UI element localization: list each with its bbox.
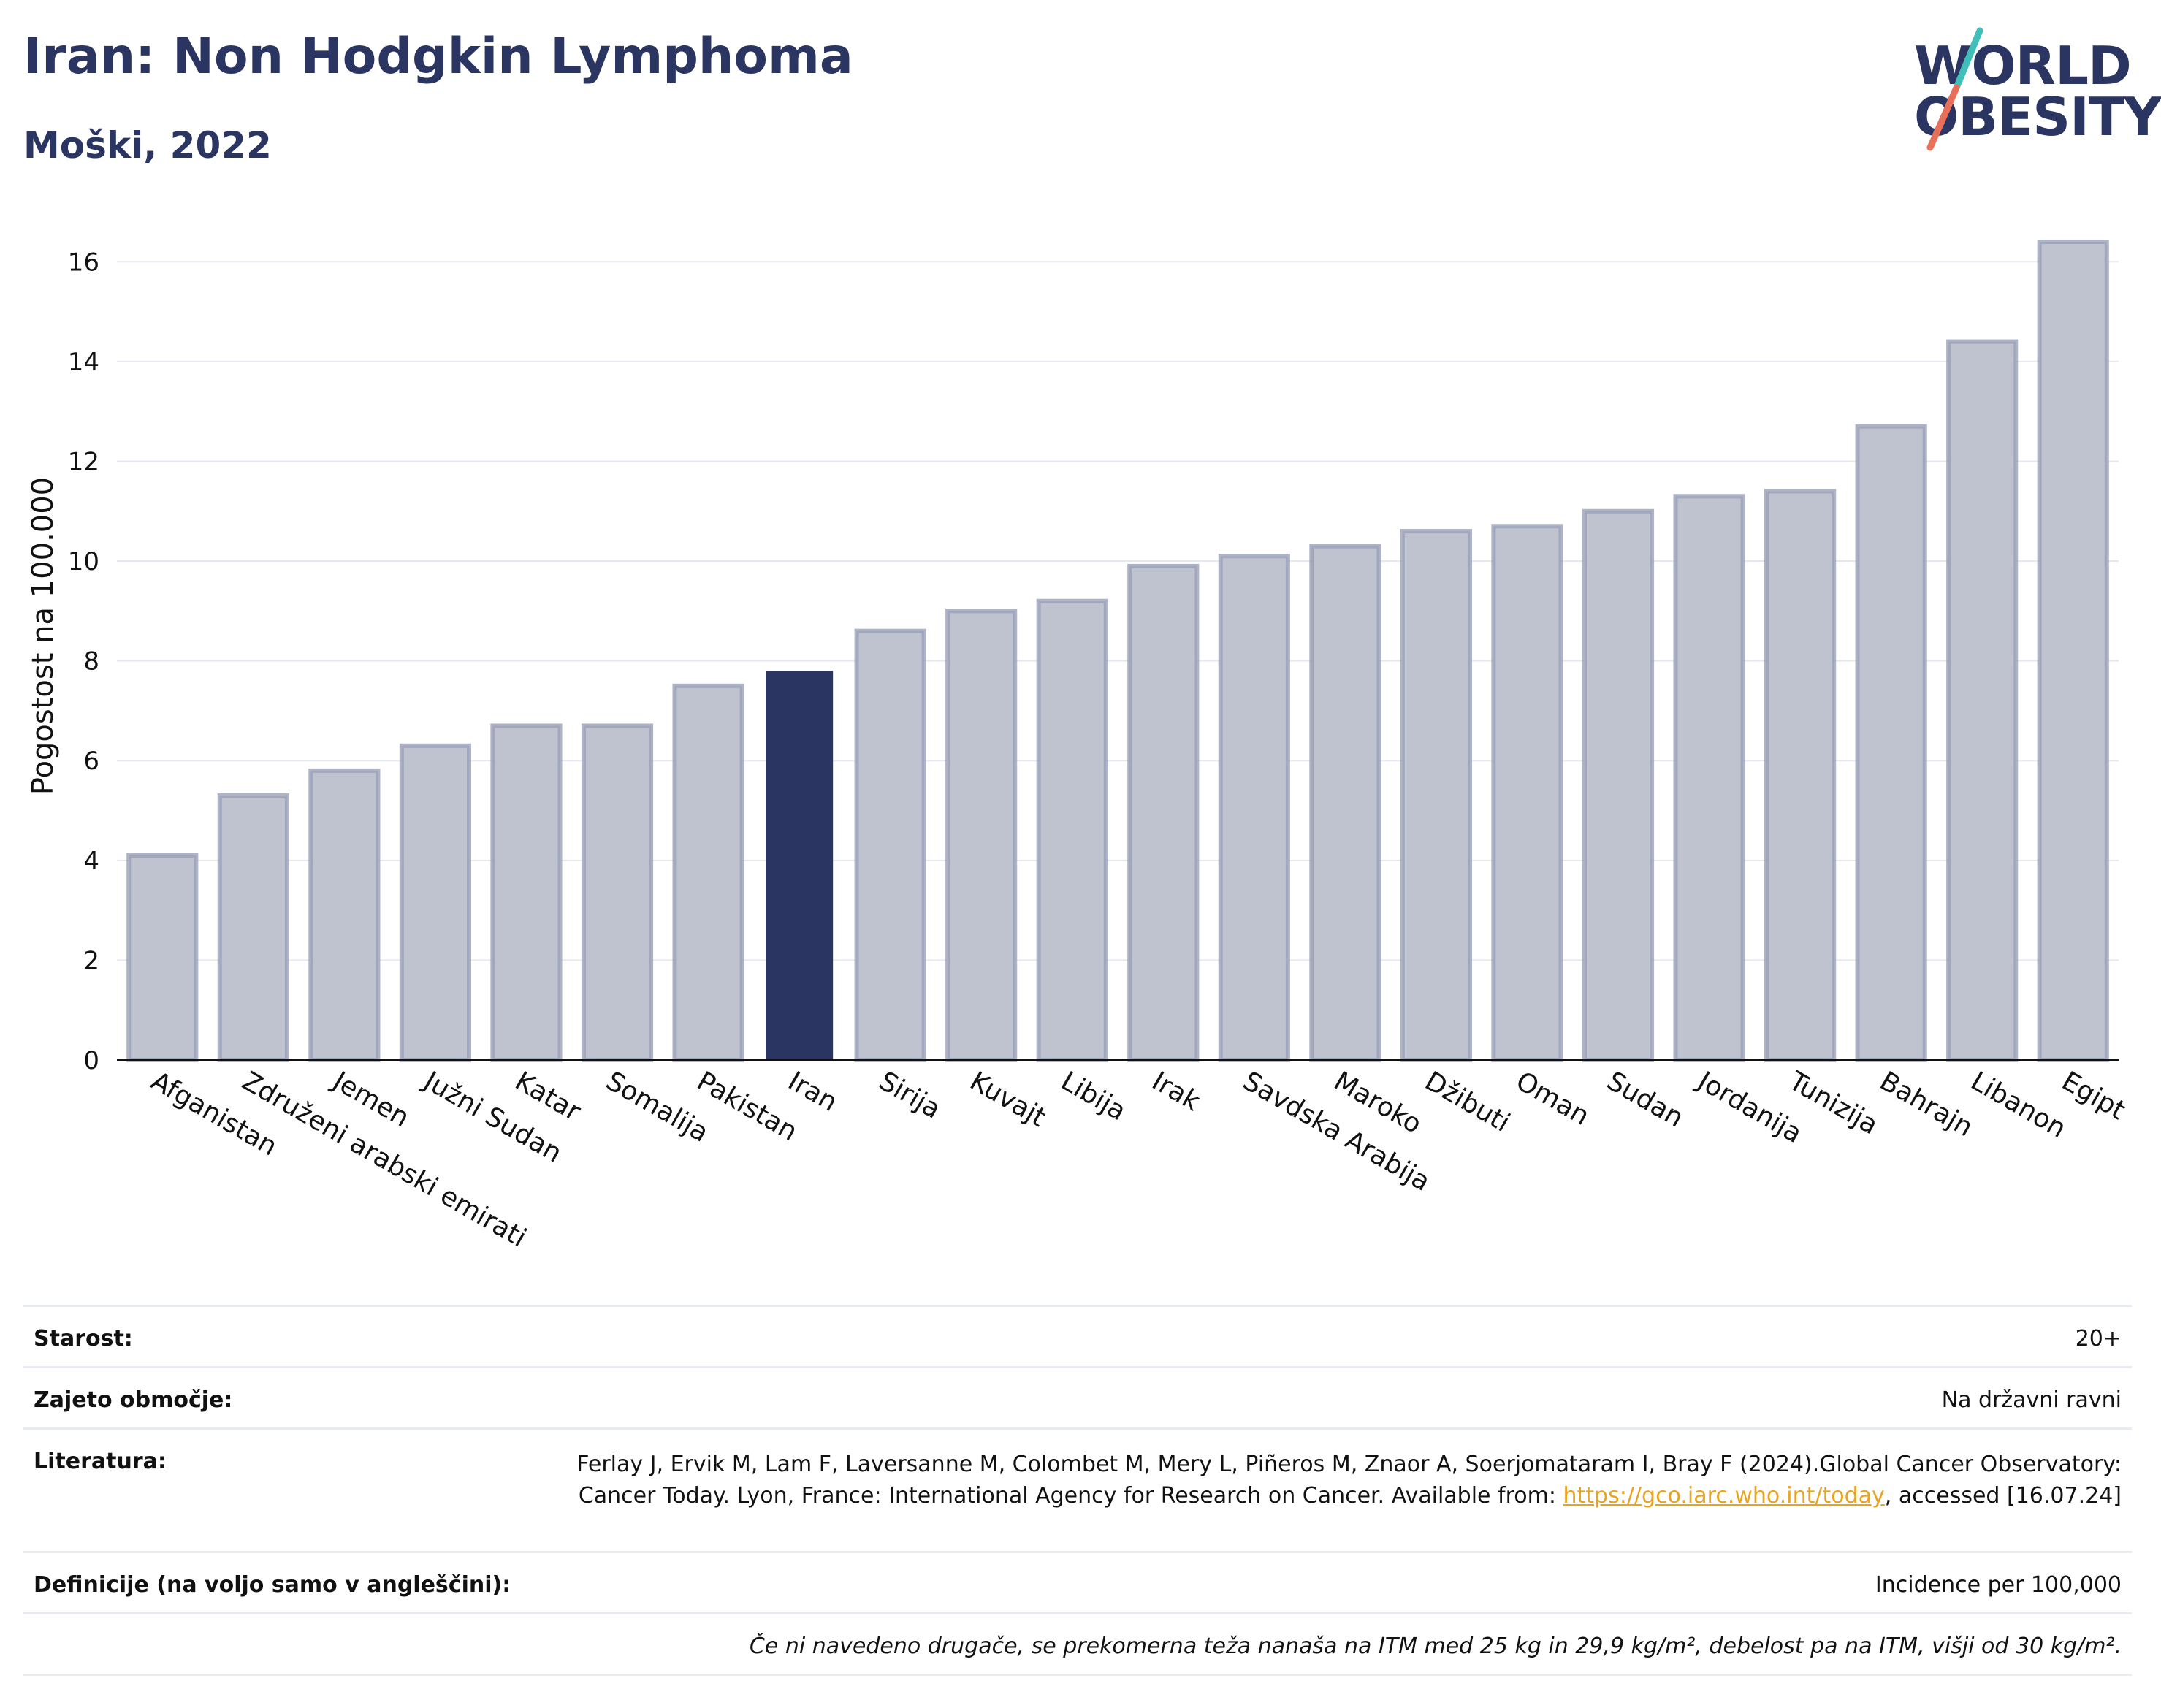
world-obesity-logo: WORLD OBESITY (1870, 22, 2161, 153)
bar (1855, 424, 1927, 1062)
info-row-note: Če ni navedeno drugače, se prekomerna te… (23, 1612, 2132, 1676)
bar (1400, 529, 1472, 1062)
bar (854, 628, 926, 1062)
y-tick-label: 2 (83, 946, 99, 975)
x-tick-label: Libija (1056, 1066, 1131, 1126)
y-tick-label: 14 (68, 348, 99, 377)
bar (1673, 494, 1745, 1062)
bar (766, 671, 834, 1060)
bar (126, 853, 199, 1063)
age-label: Starost: (34, 1326, 133, 1351)
x-tick-label: Iran (783, 1066, 842, 1118)
coverage-value: Na državni ravni (1941, 1387, 2122, 1413)
info-row-definitions: Definicije (na voljo samo v angleščini):… (23, 1551, 2132, 1612)
bar (945, 609, 1018, 1062)
x-tick-label: Bahrajn (1875, 1066, 1978, 1143)
bar (672, 683, 744, 1062)
bar (1036, 598, 1108, 1062)
info-row-literature: Literatura: Ferlay J, Ervik M, Lam F, La… (23, 1427, 2132, 1551)
bar (1218, 554, 1290, 1062)
page-title: Iran: Non Hodgkin Lymphoma (23, 28, 853, 85)
bar (308, 768, 381, 1063)
x-tick-label: Somalija (601, 1066, 714, 1148)
bar (399, 743, 471, 1062)
y-tick-label: 8 (83, 647, 99, 676)
x-tick-label: Oman (1511, 1066, 1594, 1132)
gco-link[interactable]: https://gco.iarc.who.int/today (1563, 1483, 1885, 1509)
x-tick-label: Libanon (1966, 1066, 2071, 1144)
info-table: Starost: 20+ Zajeto območje: Na državni … (23, 1305, 2132, 1676)
literature-text: Ferlay J, Ervik M, Lam F, Laversanne M, … (576, 1452, 2122, 1509)
info-row-age: Starost: 20+ (23, 1305, 2132, 1366)
y-axis-label: Pogostost na 100.000 (26, 477, 60, 795)
literature-value: Ferlay J, Ervik M, Lam F, Laversanne M, … (514, 1449, 2122, 1511)
x-tick-label: Kuvajt (965, 1066, 1051, 1133)
x-tick-label: Jordanija (1691, 1065, 1807, 1149)
bar (581, 723, 654, 1062)
bar (1491, 524, 1563, 1062)
y-tick-label: 12 (68, 447, 99, 476)
logo-slash-icon (1926, 27, 1983, 151)
logo-line-1: WORLD (1914, 35, 2132, 96)
age-value: 20+ (2075, 1326, 2122, 1351)
bar (217, 793, 289, 1062)
bar (1309, 544, 1381, 1062)
x-tick-label: Džibuti (1419, 1066, 1514, 1138)
x-tick-label: Sudan (1602, 1066, 1689, 1133)
bar (1127, 563, 1200, 1062)
y-tick-label: 4 (83, 847, 99, 876)
bar (1946, 339, 2019, 1062)
bar (490, 723, 563, 1062)
definitions-value: Incidence per 100,000 (1875, 1572, 2122, 1598)
x-tick-label: Pakistan (692, 1066, 802, 1147)
y-tick-label: 16 (68, 248, 99, 277)
bar (1582, 508, 1655, 1062)
x-tick-label: Sirija (874, 1066, 945, 1124)
y-tick-label: 10 (68, 547, 99, 576)
literature-label: Literatura: (34, 1449, 167, 1474)
definitions-label: Definicije (na voljo samo v angleščini): (34, 1572, 511, 1598)
y-tick-label: 6 (83, 747, 99, 776)
literature-tail: , accessed [16.07.24] (1884, 1483, 2122, 1509)
bar (1764, 489, 1837, 1062)
page-subtitle: Moški, 2022 (23, 124, 272, 167)
bar (2037, 239, 2109, 1063)
info-row-coverage: Zajeto območje: Na državni ravni (23, 1366, 2132, 1427)
coverage-label: Zajeto območje: (34, 1387, 233, 1413)
y-tick-label: 0 (83, 1046, 99, 1075)
x-tick-label: Irak (1147, 1066, 1205, 1117)
obesity-note: Če ni navedeno drugače, se prekomerna te… (749, 1633, 2122, 1659)
